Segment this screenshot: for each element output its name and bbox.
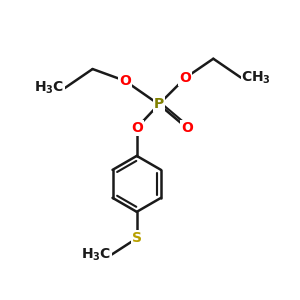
Text: O: O — [181, 121, 193, 135]
Text: $\mathregular{H_3C}$: $\mathregular{H_3C}$ — [34, 80, 64, 96]
Text: P: P — [154, 98, 164, 111]
Text: O: O — [179, 71, 191, 85]
Text: O: O — [119, 74, 131, 88]
Text: S: S — [132, 231, 142, 245]
Text: O: O — [131, 121, 143, 135]
Text: $\mathregular{H_3C}$: $\mathregular{H_3C}$ — [81, 246, 112, 263]
Text: $\mathregular{CH_3}$: $\mathregular{CH_3}$ — [241, 70, 271, 86]
